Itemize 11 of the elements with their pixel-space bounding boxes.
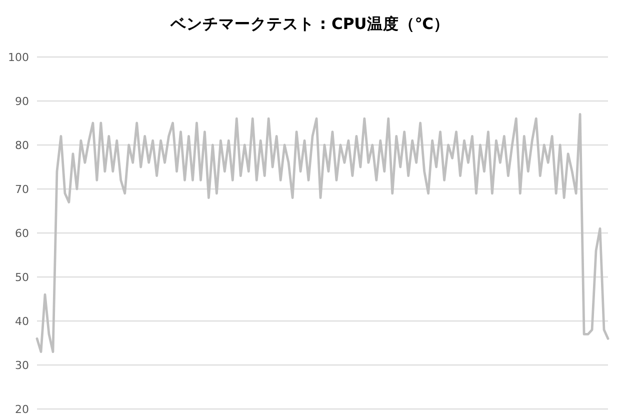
chart-title: ベンチマークテスト : CPU温度（℃） xyxy=(169,14,450,33)
y-tick-label: 70 xyxy=(15,182,29,196)
y-tick-label: 20 xyxy=(15,402,29,416)
y-tick-label: 30 xyxy=(15,358,29,372)
line-series xyxy=(36,113,610,353)
y-tick-label: 60 xyxy=(15,226,29,240)
y-tick-label: 50 xyxy=(15,270,29,284)
y-tick-label: 100 xyxy=(8,50,29,64)
y-tick-label: 40 xyxy=(15,314,29,328)
y-tick-label: 80 xyxy=(15,138,29,152)
y-tick-label: 90 xyxy=(15,94,29,108)
